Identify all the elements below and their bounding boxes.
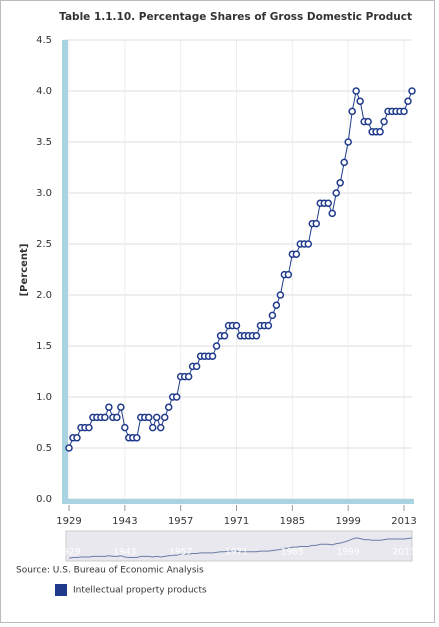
y-tick-label: 4.5 (36, 35, 52, 46)
chart-title: Table 1.1.10. Percentage Shares of Gross… (59, 11, 412, 23)
data-point (328, 209, 336, 218)
data-point (268, 311, 277, 320)
navigator-tick-label: 1985 (281, 548, 304, 558)
x-tick-label: 1929 (56, 516, 81, 527)
y-tick-label: 0.5 (36, 443, 52, 454)
data-point (404, 97, 412, 105)
data-point (324, 199, 332, 207)
navigator-bg (65, 530, 413, 562)
x-tick-label: 1985 (280, 516, 305, 527)
y-tick-label: 1.5 (36, 341, 52, 352)
legend-swatch (55, 584, 67, 596)
x-tick-label: 1971 (224, 516, 249, 527)
data-point (85, 423, 93, 432)
y-tick-label: 2.0 (36, 290, 52, 301)
source: Source: U.S. Bureau of Economic Analysis (16, 566, 204, 576)
data-point (272, 301, 281, 309)
y-tick-label: 3.5 (36, 137, 52, 148)
data-point (121, 423, 129, 432)
data-point (264, 321, 273, 330)
data-point (192, 362, 201, 371)
y-tick-label: 2.5 (36, 239, 52, 250)
navigator-tick-label: 1957 (169, 548, 192, 558)
x-tick-label: 1999 (335, 516, 360, 527)
x-tick-label: 1957 (168, 516, 193, 527)
data-point (160, 413, 169, 422)
data-point (105, 403, 113, 411)
y-tick-label: 3.0 (36, 188, 52, 199)
data-point (332, 189, 340, 197)
y-axis-label: [Percent] (19, 244, 30, 297)
data-point (152, 413, 161, 422)
data-point (276, 291, 285, 299)
data-point (344, 138, 352, 146)
y-axis-bar (62, 40, 68, 504)
data-point (113, 413, 121, 422)
navigator-tick-label: 2013 (393, 548, 416, 558)
data-point (184, 372, 193, 381)
data-point (252, 332, 261, 340)
y-tick-label: 1.0 (36, 392, 52, 403)
data-point (312, 219, 321, 228)
data-point (172, 393, 181, 401)
data-point (145, 413, 153, 422)
data-point (356, 97, 364, 105)
data-point (348, 107, 356, 116)
navigator-line (68, 537, 413, 559)
y-tick-label: 4.0 (36, 86, 52, 97)
data-point (304, 240, 313, 248)
data-point (117, 403, 125, 411)
data-point (133, 434, 141, 442)
navigator-tick-label: 1943 (113, 548, 136, 558)
data-point (364, 117, 372, 126)
data-point (232, 321, 241, 330)
y-tick-label: 0.0 (36, 494, 52, 505)
data-point (156, 423, 165, 432)
data-point (380, 117, 388, 126)
data-point (376, 128, 384, 136)
data-point (208, 352, 217, 360)
x-tick-label: 2013 (391, 516, 416, 527)
data-point (408, 87, 416, 95)
data-point (292, 250, 301, 258)
data-point (400, 107, 408, 116)
data-point (101, 413, 109, 422)
navigator-tick-label: 1929 (58, 548, 81, 558)
data-point (220, 332, 229, 340)
data-point (65, 444, 73, 452)
data-point (284, 270, 293, 279)
data-point (352, 87, 360, 95)
legend-label: Intellectual property products (73, 586, 207, 596)
data-point (340, 158, 348, 167)
navigator-tick-label: 1999 (337, 548, 360, 558)
data-point (212, 342, 221, 350)
data-point (73, 434, 81, 442)
data-point (336, 179, 344, 187)
data-point (149, 423, 157, 432)
navigator-tick-label: 1971 (225, 548, 248, 558)
x-axis-bar (62, 499, 414, 504)
data-point (164, 403, 173, 411)
x-tick-label: 1943 (112, 516, 137, 527)
